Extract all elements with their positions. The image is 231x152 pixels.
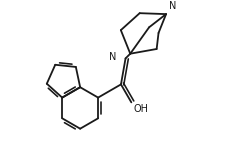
Text: N: N bbox=[169, 1, 176, 11]
Text: OH: OH bbox=[133, 104, 148, 114]
Text: N: N bbox=[109, 52, 116, 62]
